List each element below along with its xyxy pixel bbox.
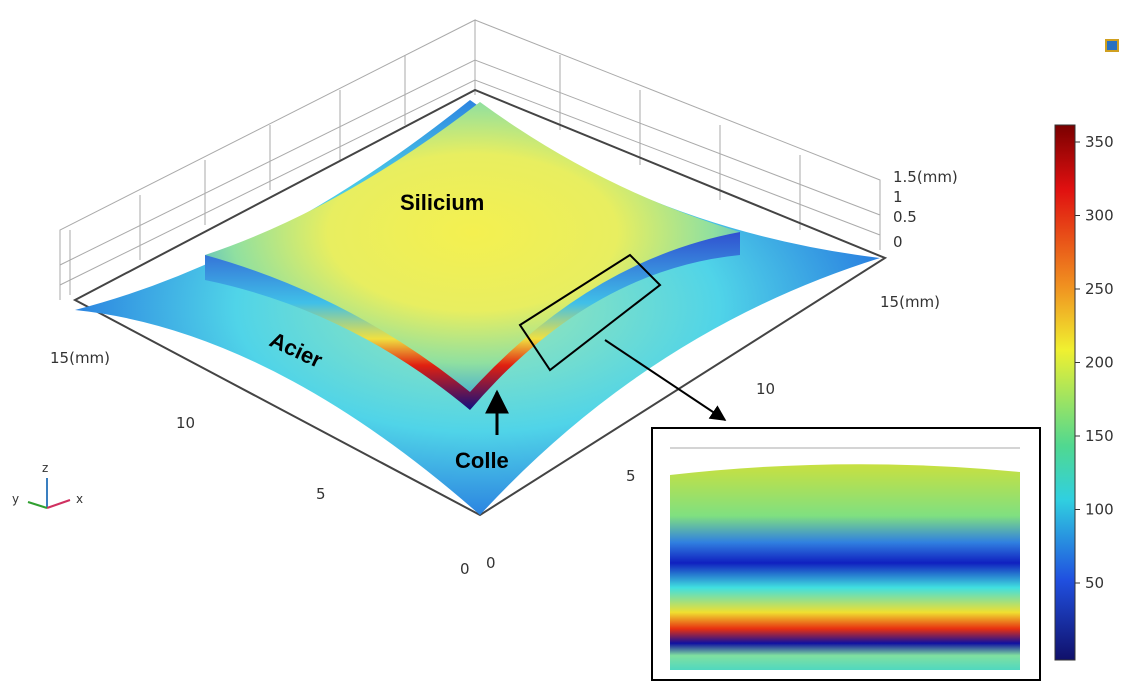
- y-tick: 10: [176, 414, 195, 432]
- z-tick: 0: [893, 233, 903, 251]
- x-axis-ticks: 0 5 10 15(mm): [486, 293, 940, 572]
- colorbar-tick-label: 300: [1085, 207, 1114, 225]
- axis-triad: z x y: [12, 461, 83, 509]
- unit: (mm): [899, 293, 940, 311]
- tick-value: 1.5: [893, 168, 917, 186]
- colorbar-tick-label: 150: [1085, 427, 1114, 445]
- inset-field: [670, 464, 1020, 670]
- z-axis-ticks: 1.5(mm) 1 0.5 0: [893, 168, 958, 251]
- z-label: z: [42, 461, 48, 475]
- z-tick: 1: [893, 188, 903, 206]
- silicon-top: [205, 102, 740, 392]
- silicon-label: Silicium: [400, 190, 484, 215]
- colorbar-tick-label: 250: [1085, 280, 1114, 298]
- colorbar-ticks: 350 300 250 200 150 100 50: [1075, 133, 1114, 592]
- x-arrow: [46, 499, 71, 509]
- unit: (mm): [69, 349, 110, 367]
- x-tick: 10: [756, 380, 775, 398]
- colorbar: [1054, 124, 1076, 661]
- y-axis-ticks: 15(mm) 10 5 0: [50, 349, 470, 578]
- y-label: y: [12, 492, 19, 506]
- x-tick: 15(mm): [880, 293, 940, 311]
- z-tick: 0.5: [893, 208, 917, 226]
- glue-label: Colle: [455, 448, 509, 473]
- y-tick: 0: [460, 560, 470, 578]
- colorbar-tick-label: 100: [1085, 501, 1114, 519]
- unit: (mm): [917, 168, 958, 186]
- y-tick: 5: [316, 485, 326, 503]
- z-tick: 1.5(mm): [893, 168, 958, 186]
- app-icon: [1105, 39, 1119, 52]
- zoom-box: [518, 253, 662, 372]
- x-label: x: [76, 492, 83, 506]
- y-tick: 15(mm): [50, 349, 110, 367]
- inset: [651, 427, 1041, 681]
- tick-value: 15: [50, 349, 69, 367]
- x-tick: 5: [626, 467, 636, 485]
- colorbar-tick-label: 200: [1085, 354, 1114, 372]
- colorbar-tick-label: 50: [1085, 574, 1104, 592]
- tick-value: 15: [880, 293, 899, 311]
- x-tick: 0: [486, 554, 496, 572]
- y-arrow: [27, 501, 48, 509]
- colorbar-tick-label: 350: [1085, 133, 1114, 151]
- axis-box: [59, 19, 888, 517]
- zoom-arrow: [604, 339, 727, 421]
